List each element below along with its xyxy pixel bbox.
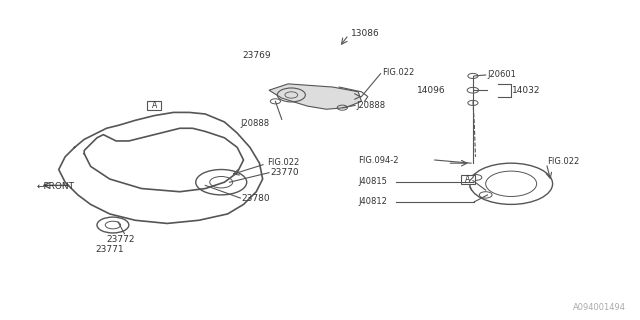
Text: A: A (465, 175, 470, 184)
Text: J20888: J20888 (356, 101, 385, 110)
Text: FIG.094-2: FIG.094-2 (358, 156, 399, 164)
Text: 23780: 23780 (242, 194, 270, 203)
Text: FIG.022: FIG.022 (382, 68, 414, 77)
Text: 23770: 23770 (270, 168, 299, 177)
Text: FIG.022: FIG.022 (267, 158, 300, 167)
Polygon shape (269, 84, 362, 109)
Text: 23769: 23769 (243, 52, 271, 60)
Text: 14032: 14032 (513, 86, 541, 95)
Bar (147, 101, 161, 110)
Text: 23771: 23771 (96, 245, 124, 254)
Text: A094001494: A094001494 (573, 303, 626, 312)
Text: A: A (152, 101, 157, 110)
Text: 14096: 14096 (417, 86, 445, 95)
Text: J40815: J40815 (358, 177, 387, 186)
Bar (461, 175, 475, 184)
Text: J20601: J20601 (487, 70, 516, 79)
Text: J40812: J40812 (358, 197, 387, 206)
Text: J20888: J20888 (241, 119, 269, 128)
Text: 13086: 13086 (351, 28, 380, 38)
Text: ←FRONT: ←FRONT (36, 181, 74, 190)
Text: FIG.022: FIG.022 (547, 157, 580, 166)
Text: 23772: 23772 (106, 236, 135, 244)
